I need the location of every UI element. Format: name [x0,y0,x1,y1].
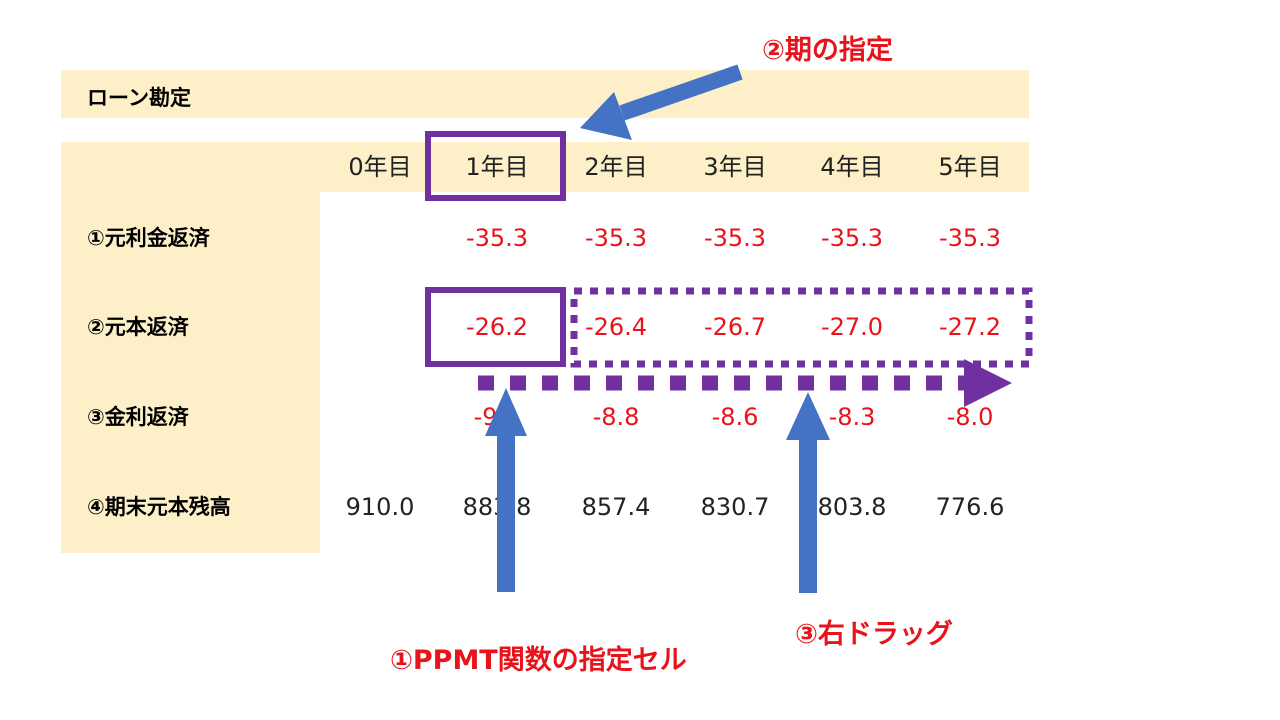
cell-payment-3[interactable]: -35.3 [703,224,767,252]
cell-balance-4[interactable]: 803.8 [817,493,887,521]
cell-interest-5[interactable]: -8.0 [946,403,994,431]
cell-principal-2[interactable]: -26.4 [584,313,648,341]
cell-principal-4[interactable]: -27.0 [820,313,884,341]
cell-payment-1[interactable]: -35.3 [465,224,529,252]
callout-drag-right: ③右ドラッグ [795,619,953,650]
ppmt-arrow-shaft [497,430,515,592]
row-label-interest: ③金利返済 [87,405,189,429]
row-label-balance: ④期末元本残高 [87,495,231,519]
cell-principal-5[interactable]: -27.2 [938,313,1002,341]
table-title: ローン勘定 [87,86,191,110]
column-header-3: 3年目 [703,153,767,181]
title-band [61,70,1029,118]
cell-payment-2[interactable]: -35.3 [584,224,648,252]
row-label-principal: ②元本返済 [87,315,189,339]
cell-balance-0[interactable]: 910.0 [345,493,415,521]
cell-payment-5[interactable]: -35.3 [938,224,1002,252]
cell-payment-4[interactable]: -35.3 [820,224,884,252]
row-label-payment: ①元利金返済 [87,226,210,250]
callout-ppmt-cell: ①PPMT関数の指定セル [390,645,687,676]
cell-interest-4[interactable]: -8.3 [828,403,876,431]
column-header-2: 2年目 [584,153,648,181]
period-arrow-head [580,92,632,140]
drag-arrow-head [964,359,1012,407]
cell-interest-2[interactable]: -8.8 [592,403,640,431]
drag-range-dotted-box [570,287,1033,368]
column-header-4: 4年目 [820,153,884,181]
drag-arrow-up-head [786,392,830,440]
cell-balance-2[interactable]: 857.4 [581,493,651,521]
cell-principal-1[interactable]: -26.2 [465,313,529,341]
label-column [61,190,320,553]
column-header-5: 5年目 [938,153,1002,181]
ppmt-cell-highlight-box [425,287,566,367]
period-highlight-box [425,131,566,201]
column-header-1: 1年目 [465,153,529,181]
ppmt-arrow-head [485,388,527,436]
column-header-0: 0年目 [348,153,412,181]
drag-arrow-shaft [799,436,817,593]
header-band [61,142,1029,192]
cell-balance-3[interactable]: 830.7 [700,493,770,521]
callout-period: ②期の指定 [762,35,893,66]
period-arrow-shaft [619,64,743,121]
cell-principal-3[interactable]: -26.7 [703,313,767,341]
cell-balance-5[interactable]: 776.6 [935,493,1005,521]
cell-interest-3[interactable]: -8.6 [711,403,759,431]
